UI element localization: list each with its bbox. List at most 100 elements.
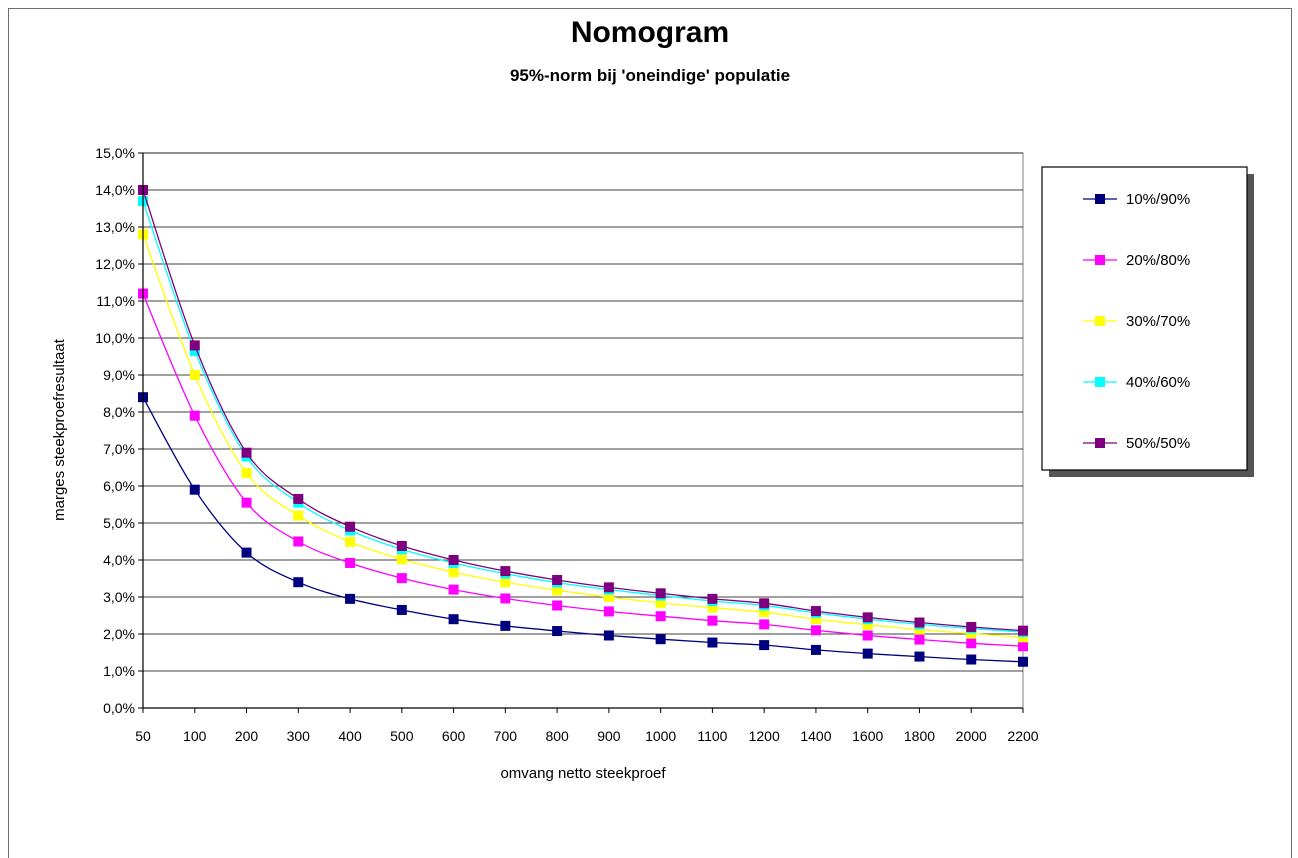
legend-item: 40%/60% — [1083, 374, 1190, 391]
legend-marker — [1095, 438, 1105, 448]
series-group — [138, 185, 1028, 667]
x-tick-label: 700 — [494, 728, 518, 744]
data-point — [759, 640, 770, 651]
data-point — [345, 521, 356, 532]
data-point — [1018, 625, 1028, 636]
data-point — [914, 651, 925, 662]
y-tick-label: 8,0% — [103, 404, 135, 420]
data-point — [552, 600, 563, 611]
x-tick-label: 900 — [597, 728, 621, 744]
data-point — [241, 547, 252, 558]
y-axis-ticks: 0,0% 1,0% 2,0% 3,0% 4,0% 5,0% 6,0% 7,0% 8,0% 9,0%… — [95, 145, 143, 716]
data-point — [189, 410, 200, 421]
x-tick-label: 1000 — [645, 728, 676, 744]
x-tick-label: 2200 — [1007, 728, 1038, 744]
series-1 — [138, 288, 1028, 652]
data-point — [707, 602, 718, 613]
data-point — [500, 577, 511, 588]
legend-item: 10%/90% — [1083, 191, 1190, 208]
y-tick-label: 15,0% — [95, 145, 135, 161]
data-point — [500, 566, 511, 577]
legend-label: 50%/50% — [1126, 435, 1190, 452]
data-point — [345, 593, 356, 604]
data-point — [966, 628, 977, 639]
x-tick-label: 1800 — [904, 728, 935, 744]
data-point — [241, 447, 252, 458]
data-point — [448, 614, 459, 625]
data-point — [345, 536, 356, 547]
data-point — [966, 638, 977, 649]
x-tick-label: 600 — [442, 728, 466, 744]
data-point — [862, 648, 873, 659]
data-point — [500, 620, 511, 631]
legend-marker — [1095, 194, 1105, 204]
y-tick-label: 7,0% — [103, 441, 135, 457]
y-tick-label: 11,0% — [96, 293, 135, 309]
x-tick-label: 1400 — [800, 728, 831, 744]
y-tick-label: 14,0% — [95, 182, 135, 198]
data-point — [448, 555, 459, 565]
legend-marker — [1095, 316, 1105, 326]
data-point — [1018, 656, 1028, 667]
data-point — [552, 574, 563, 585]
y-axis-label: marges steekproefresultaat — [51, 338, 68, 521]
data-point — [603, 606, 614, 617]
x-tick-label: 2000 — [956, 728, 987, 744]
data-point — [345, 557, 356, 568]
legend-entries: 10%/90% 20%/80% 30%/70% 40%/60% 50%/50% — [1083, 191, 1190, 452]
y-tick-label: 1,0% — [103, 663, 135, 679]
x-tick-label: 1600 — [852, 728, 883, 744]
data-point — [655, 588, 666, 599]
data-point — [448, 567, 459, 578]
x-tick-label: 500 — [390, 728, 414, 744]
x-tick-label: 300 — [287, 728, 311, 744]
x-axis-label: omvang netto steekproef — [500, 765, 666, 782]
chart-frame — [8, 8, 1292, 858]
y-tick-label: 6,0% — [103, 478, 135, 494]
data-point — [966, 621, 977, 632]
y-tick-label: 9,0% — [103, 367, 135, 383]
legend-marker — [1095, 255, 1105, 265]
data-point — [862, 612, 873, 623]
data-point — [293, 577, 304, 588]
plot-area — [142, 152, 1024, 709]
series-0 — [138, 392, 1028, 667]
x-tick-label: 50 — [135, 728, 151, 744]
chart-title: Nomogram — [571, 16, 729, 49]
legend-item: 50%/50% — [1083, 435, 1190, 452]
data-point — [189, 484, 200, 495]
y-tick-label: 10,0% — [95, 330, 135, 346]
data-point — [603, 630, 614, 641]
data-point — [552, 626, 563, 637]
gridlines — [143, 152, 1023, 672]
data-point — [862, 630, 873, 641]
legend-label: 40%/60% — [1126, 374, 1190, 391]
x-tick-label: 200 — [235, 728, 259, 744]
data-point — [603, 592, 614, 602]
data-point — [293, 536, 304, 547]
data-point — [655, 611, 666, 622]
data-point — [655, 634, 666, 645]
y-tick-label: 3,0% — [103, 589, 135, 605]
series-2 — [138, 229, 1028, 643]
x-tick-label: 1100 — [697, 728, 727, 744]
data-point — [241, 468, 252, 479]
data-point — [914, 617, 925, 628]
data-point — [862, 619, 873, 630]
data-point — [552, 585, 563, 596]
data-point — [189, 370, 200, 380]
legend-label: 10%/90% — [1126, 191, 1190, 208]
legend-marker — [1095, 377, 1105, 387]
data-point — [293, 510, 304, 521]
y-tick-label: 12,0% — [95, 256, 135, 272]
data-point — [396, 573, 407, 584]
legend-label: 20%/80% — [1126, 252, 1190, 269]
data-point — [810, 625, 821, 636]
data-point — [914, 634, 925, 645]
x-tick-label: 800 — [545, 728, 569, 744]
y-tick-label: 4,0% — [103, 552, 135, 568]
chart-subtitle: 95%-norm bij 'oneindige' populatie — [510, 66, 790, 85]
y-tick-label: 13,0% — [95, 219, 135, 235]
data-point — [396, 604, 407, 615]
